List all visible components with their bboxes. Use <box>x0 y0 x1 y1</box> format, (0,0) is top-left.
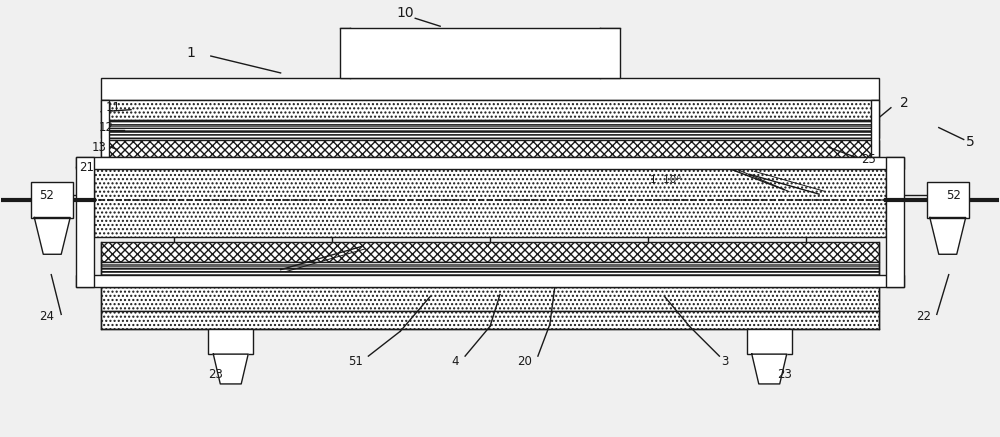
Text: 24: 24 <box>39 310 54 323</box>
Bar <box>101 242 879 262</box>
Bar <box>886 157 904 287</box>
Bar <box>340 28 620 78</box>
Text: 51: 51 <box>348 354 363 368</box>
Text: 52: 52 <box>946 189 961 201</box>
Bar <box>101 287 879 312</box>
Bar <box>101 262 879 287</box>
Bar <box>101 312 879 329</box>
Bar <box>76 157 904 169</box>
Text: 12: 12 <box>99 121 114 134</box>
Text: 2: 2 <box>900 96 908 110</box>
Bar <box>94 163 886 237</box>
Bar <box>871 100 879 157</box>
Text: 1  10°: 1 10° <box>650 175 681 185</box>
Bar <box>101 120 879 138</box>
Bar <box>747 329 792 354</box>
Text: 11: 11 <box>106 101 121 114</box>
Bar <box>101 100 879 120</box>
Bar <box>208 329 253 354</box>
Text: 5: 5 <box>966 135 975 149</box>
Text: 52: 52 <box>39 189 54 201</box>
Text: 21: 21 <box>79 161 94 174</box>
Text: 22: 22 <box>916 310 931 323</box>
Text: 25: 25 <box>862 153 876 166</box>
Polygon shape <box>930 218 966 254</box>
Bar <box>101 78 879 100</box>
Text: 23: 23 <box>208 368 223 381</box>
Polygon shape <box>752 354 787 384</box>
Bar <box>76 274 904 287</box>
Text: 4: 4 <box>451 354 459 368</box>
Bar <box>76 157 94 287</box>
Text: 23: 23 <box>777 368 792 381</box>
Text: 3: 3 <box>721 354 728 368</box>
Bar <box>101 100 109 157</box>
Text: 1: 1 <box>186 46 195 60</box>
Text: 20: 20 <box>517 354 532 368</box>
Polygon shape <box>34 218 70 254</box>
Bar <box>31 182 73 218</box>
Text: 10: 10 <box>396 6 414 20</box>
Bar <box>101 139 879 157</box>
Text: 13: 13 <box>92 141 107 154</box>
Bar <box>927 182 969 218</box>
Polygon shape <box>213 354 248 384</box>
